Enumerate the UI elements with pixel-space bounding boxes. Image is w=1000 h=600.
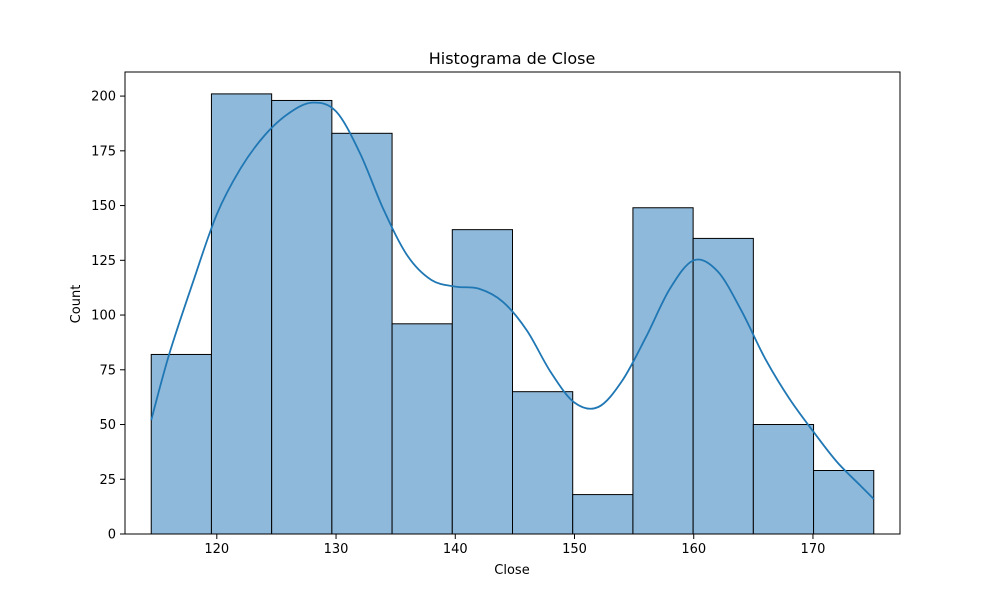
plot-frame bbox=[124, 71, 901, 535]
histogram-bar bbox=[451, 229, 513, 535]
y-tick-label: 100 bbox=[91, 309, 116, 324]
x-tick-label: 140 bbox=[443, 542, 468, 557]
x-tick-label: 130 bbox=[324, 542, 349, 557]
y-tick-label: 175 bbox=[91, 144, 116, 159]
x-axis-ticks: 120 130 140 150 160 170 bbox=[204, 534, 825, 557]
histogram-bar bbox=[572, 494, 634, 535]
histogram-bar bbox=[632, 207, 694, 535]
y-tick-label: 50 bbox=[99, 418, 116, 433]
x-tick-label: 150 bbox=[562, 542, 587, 557]
x-tick-label: 160 bbox=[681, 542, 706, 557]
y-tick-label: 150 bbox=[91, 199, 116, 214]
x-tick-label: 170 bbox=[801, 542, 826, 557]
histogram-bar bbox=[331, 132, 393, 535]
y-axis-ticks: 0 25 50 75 100 125 150 175 200 bbox=[91, 90, 125, 543]
x-tick-label: 120 bbox=[204, 542, 229, 557]
histogram-bar bbox=[391, 323, 453, 535]
y-tick-label: 200 bbox=[91, 90, 116, 105]
y-tick-label: 125 bbox=[91, 254, 116, 269]
x-axis-label: Close bbox=[494, 563, 529, 578]
histogram-bar bbox=[512, 391, 574, 535]
histogram-bar bbox=[271, 99, 333, 535]
y-tick-label: 0 bbox=[108, 528, 116, 543]
chart-title: Histograma de Close bbox=[429, 49, 596, 68]
y-tick-label: 75 bbox=[99, 363, 116, 378]
bars-group bbox=[150, 93, 875, 535]
y-tick-label: 25 bbox=[99, 473, 116, 488]
histogram-bar bbox=[813, 470, 875, 535]
histogram-bar bbox=[210, 93, 273, 535]
histogram-bar bbox=[150, 353, 212, 535]
histogram-bar bbox=[692, 237, 754, 535]
histogram-bar bbox=[752, 424, 815, 535]
kde-curve bbox=[150, 101, 875, 500]
y-axis-label: Count bbox=[69, 285, 84, 324]
